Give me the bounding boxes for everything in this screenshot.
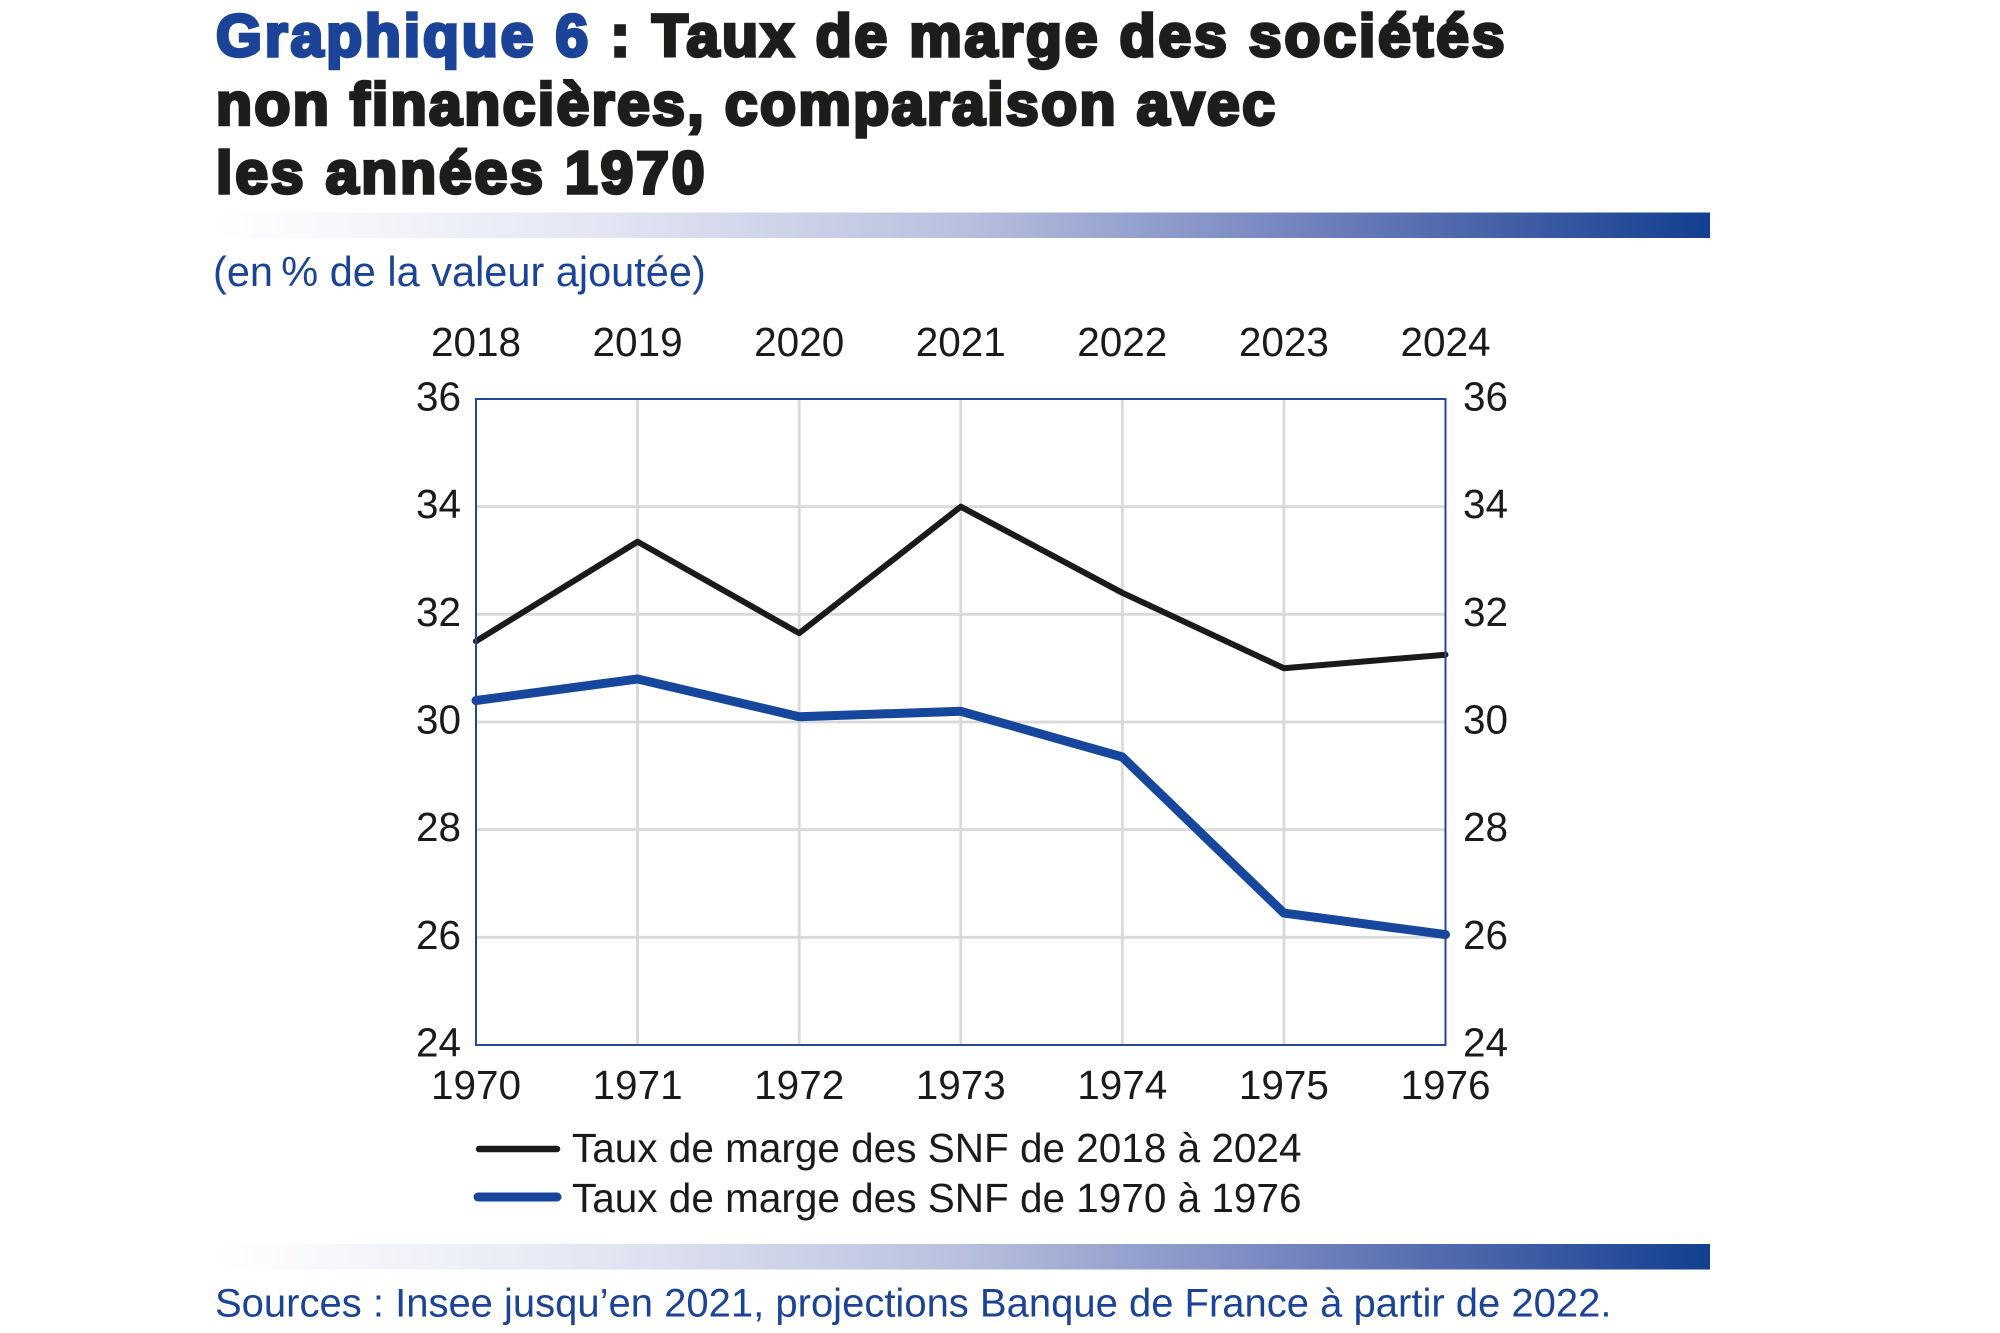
- svg-text:non financières, comparaison a: non financières, comparaison avec: [216, 72, 1277, 138]
- svg-text:Graphique 6 : Taux de marge de: Graphique 6 : Taux de marge des sociétés: [216, 3, 1507, 69]
- svg-text:Taux de marge des SNF de 1970: Taux de marge des SNF de 1970 à 1976: [572, 1175, 1301, 1221]
- svg-text:2019: 2019: [593, 319, 683, 365]
- svg-text:26: 26: [416, 912, 461, 958]
- svg-text:30: 30: [416, 697, 461, 743]
- svg-text:32: 32: [1463, 589, 1508, 635]
- svg-text:1976: 1976: [1400, 1062, 1490, 1108]
- svg-text:2018: 2018: [431, 319, 521, 365]
- svg-text:1973: 1973: [916, 1062, 1006, 1108]
- svg-text:2020: 2020: [754, 319, 844, 365]
- svg-text:Sources : Insee jusqu’en 2021,: Sources : Insee jusqu’en 2021, projectio…: [215, 1282, 1611, 1326]
- svg-text:2022: 2022: [1077, 319, 1167, 365]
- svg-text:1974: 1974: [1077, 1062, 1167, 1108]
- svg-text:36: 36: [416, 374, 461, 420]
- svg-text:2024: 2024: [1400, 319, 1490, 365]
- svg-text:34: 34: [1463, 481, 1508, 527]
- svg-text:28: 28: [416, 804, 461, 850]
- svg-text:2023: 2023: [1239, 319, 1329, 365]
- svg-text:24: 24: [1463, 1020, 1508, 1066]
- svg-text:1972: 1972: [754, 1062, 844, 1108]
- svg-text:30: 30: [1463, 697, 1508, 743]
- svg-text:2021: 2021: [916, 319, 1006, 365]
- svg-text:34: 34: [416, 481, 461, 527]
- svg-text:1970: 1970: [431, 1062, 521, 1108]
- svg-text:32: 32: [416, 589, 461, 635]
- svg-text:24: 24: [416, 1020, 461, 1066]
- svg-text:Taux de marge des SNF de 2018: Taux de marge des SNF de 2018 à 2024: [572, 1125, 1301, 1171]
- svg-text:1971: 1971: [593, 1062, 683, 1108]
- svg-text:28: 28: [1463, 804, 1508, 850]
- svg-text:36: 36: [1463, 374, 1508, 420]
- svg-text:(en % de la valeur ajoutée): (en % de la valeur ajoutée): [213, 248, 706, 295]
- svg-text:1975: 1975: [1239, 1062, 1329, 1108]
- svg-text:les années 1970: les années 1970: [216, 140, 707, 206]
- svg-text:26: 26: [1463, 912, 1508, 958]
